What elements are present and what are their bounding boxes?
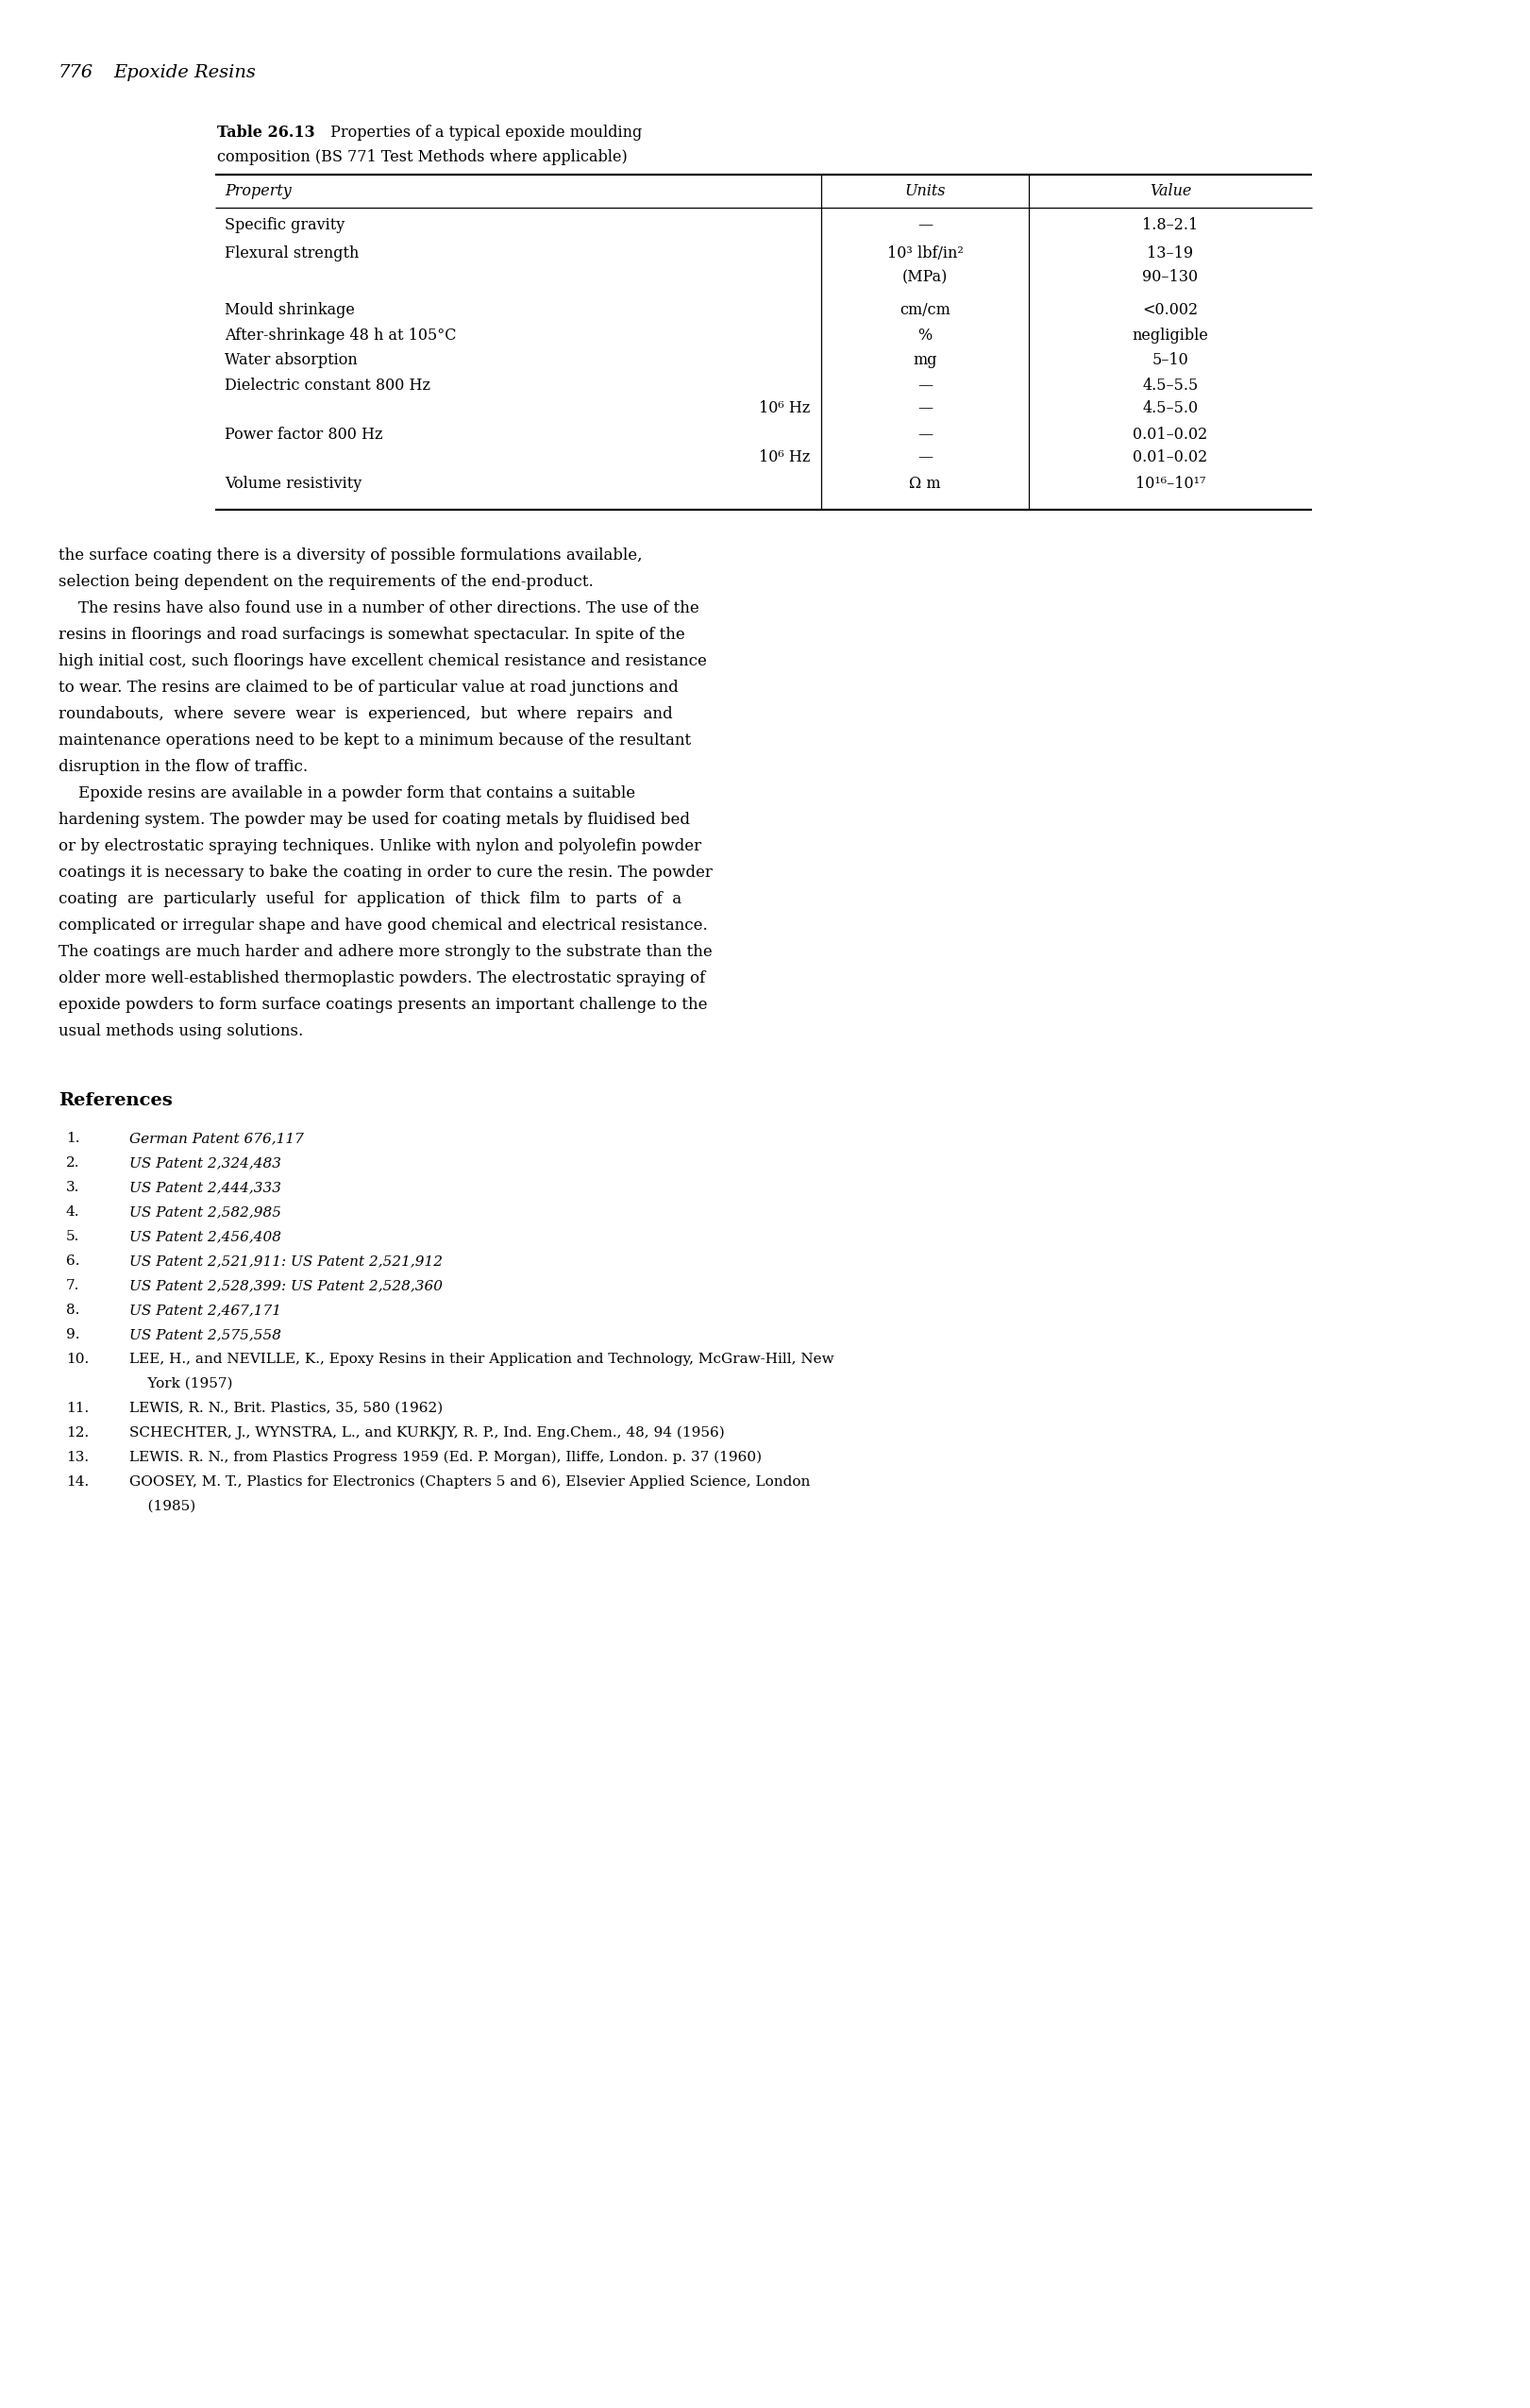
Text: 776: 776: [58, 65, 93, 82]
Text: —: —: [918, 450, 933, 465]
Text: Flexural strength: Flexural strength: [225, 246, 360, 262]
Text: —: —: [918, 426, 933, 443]
Text: US Patent 2,456,408: US Patent 2,456,408: [130, 1230, 282, 1243]
Text: mg: mg: [913, 352, 936, 368]
Text: Epoxide resins are available in a powder form that contains a suitable: Epoxide resins are available in a powder…: [58, 785, 635, 802]
Text: 4.: 4.: [66, 1206, 80, 1218]
Text: negligible: negligible: [1132, 327, 1209, 344]
Text: 7.: 7.: [66, 1279, 80, 1293]
Text: After-shrinkage 48 h at 105°C: After-shrinkage 48 h at 105°C: [225, 327, 456, 344]
Text: Units: Units: [904, 183, 946, 200]
Text: epoxide powders to form surface coatings presents an important challenge to the: epoxide powders to form surface coatings…: [58, 997, 707, 1014]
Text: Value: Value: [1149, 183, 1192, 200]
Text: or by electrostatic spraying techniques. Unlike with nylon and polyolefin powder: or by electrostatic spraying techniques.…: [58, 838, 701, 855]
Text: 10¹⁶–10¹⁷: 10¹⁶–10¹⁷: [1135, 477, 1206, 491]
Text: to wear. The resins are claimed to be of particular value at road junctions and: to wear. The resins are claimed to be of…: [58, 679, 678, 696]
Text: SCHECHTER, J., WYNSTRA, L., and KURKJY, R. P., Ind. Eng.Chem., 48, 94 (1956): SCHECHTER, J., WYNSTRA, L., and KURKJY, …: [130, 1426, 725, 1440]
Text: %: %: [918, 327, 932, 344]
Text: Epoxide Resins: Epoxide Resins: [113, 65, 256, 82]
Text: Table 26.13: Table 26.13: [217, 125, 315, 140]
Text: Water absorption: Water absorption: [225, 352, 358, 368]
Text: 5.: 5.: [66, 1230, 80, 1243]
Text: GOOSEY, M. T., Plastics for Electronics (Chapters 5 and 6), Elsevier Applied Sci: GOOSEY, M. T., Plastics for Electronics …: [130, 1476, 811, 1488]
Text: 9.: 9.: [66, 1329, 80, 1341]
Text: Volume resistivity: Volume resistivity: [225, 477, 361, 491]
Text: 5–10: 5–10: [1152, 352, 1189, 368]
Text: York (1957): York (1957): [130, 1377, 233, 1389]
Text: 2.: 2.: [66, 1156, 80, 1170]
Text: LEWIS. R. N., from Plastics Progress 1959 (Ed. P. Morgan), Iliffe, London. p. 37: LEWIS. R. N., from Plastics Progress 195…: [130, 1452, 762, 1464]
Text: US Patent 2,582,985: US Patent 2,582,985: [130, 1206, 282, 1218]
Text: Mould shrinkage: Mould shrinkage: [225, 301, 355, 318]
Text: 13.: 13.: [66, 1452, 89, 1464]
Text: The resins have also found use in a number of other directions. The use of the: The resins have also found use in a numb…: [58, 600, 699, 616]
Text: 1.8–2.1: 1.8–2.1: [1143, 217, 1198, 234]
Text: cm/cm: cm/cm: [900, 301, 950, 318]
Text: LEWIS, R. N., Brit. Plastics, 35, 580 (1962): LEWIS, R. N., Brit. Plastics, 35, 580 (1…: [130, 1401, 442, 1416]
Text: roundabouts,  where  severe  wear  is  experienced,  but  where  repairs  and: roundabouts, where severe wear is experi…: [58, 706, 673, 722]
Text: resins in floorings and road surfacings is somewhat spectacular. In spite of the: resins in floorings and road surfacings …: [58, 626, 685, 643]
Text: Ω m: Ω m: [909, 477, 941, 491]
Text: US Patent 2,324,483: US Patent 2,324,483: [130, 1156, 282, 1170]
Text: the surface coating there is a diversity of possible formulations available,: the surface coating there is a diversity…: [58, 547, 643, 563]
Text: 0.01–0.02: 0.01–0.02: [1134, 450, 1207, 465]
Text: 1.: 1.: [66, 1132, 80, 1144]
Text: 10³ lbf/in²: 10³ lbf/in²: [887, 246, 964, 262]
Text: complicated or irregular shape and have good chemical and electrical resistance.: complicated or irregular shape and have …: [58, 917, 708, 934]
Text: US Patent 2,521,911: US Patent 2,521,912: US Patent 2,521,911: US Patent 2,521,912: [130, 1255, 442, 1267]
Text: 6.: 6.: [66, 1255, 80, 1267]
Text: Dielectric constant 800 Hz: Dielectric constant 800 Hz: [225, 378, 430, 393]
Text: <0.002: <0.002: [1143, 301, 1198, 318]
Text: —: —: [918, 217, 933, 234]
Text: US Patent 2,575,558: US Patent 2,575,558: [130, 1329, 282, 1341]
Text: 4.5–5.5: 4.5–5.5: [1143, 378, 1198, 393]
Text: selection being dependent on the requirements of the end-product.: selection being dependent on the require…: [58, 573, 594, 590]
Text: 10⁶ Hz: 10⁶ Hz: [759, 400, 809, 417]
Text: Properties of a typical epoxide moulding: Properties of a typical epoxide moulding: [326, 125, 643, 140]
Text: maintenance operations need to be kept to a minimum because of the resultant: maintenance operations need to be kept t…: [58, 732, 692, 749]
Text: hardening system. The powder may be used for coating metals by fluidised bed: hardening system. The powder may be used…: [58, 811, 690, 828]
Text: usual methods using solutions.: usual methods using solutions.: [58, 1023, 303, 1040]
Text: 10⁶ Hz: 10⁶ Hz: [759, 450, 809, 465]
Text: 0.01–0.02: 0.01–0.02: [1134, 426, 1207, 443]
Text: 12.: 12.: [66, 1426, 89, 1440]
Text: older more well-established thermoplastic powders. The electrostatic spraying of: older more well-established thermoplasti…: [58, 970, 705, 987]
Text: Property: Property: [225, 183, 291, 200]
Text: German Patent 676,117: German Patent 676,117: [130, 1132, 304, 1144]
Text: disruption in the flow of traffic.: disruption in the flow of traffic.: [58, 759, 308, 775]
Text: (MPa): (MPa): [903, 270, 947, 284]
Text: 11.: 11.: [66, 1401, 89, 1416]
Text: LEE, H., and NEVILLE, K., Epoxy Resins in their Application and Technology, McGr: LEE, H., and NEVILLE, K., Epoxy Resins i…: [130, 1353, 834, 1365]
Text: US Patent 2,444,333: US Patent 2,444,333: [130, 1180, 282, 1194]
Text: composition (BS 771 Test Methods where applicable): composition (BS 771 Test Methods where a…: [217, 149, 627, 166]
Text: 8.: 8.: [66, 1303, 80, 1317]
Text: 10.: 10.: [66, 1353, 89, 1365]
Text: —: —: [918, 378, 933, 393]
Text: Specific gravity: Specific gravity: [225, 217, 344, 234]
Text: US Patent 2,467,171: US Patent 2,467,171: [130, 1303, 282, 1317]
Text: Power factor 800 Hz: Power factor 800 Hz: [225, 426, 382, 443]
Text: 13–19: 13–19: [1148, 246, 1193, 262]
Text: —: —: [918, 400, 933, 417]
Text: References: References: [58, 1093, 173, 1110]
Text: 3.: 3.: [66, 1180, 80, 1194]
Text: US Patent 2,528,399: US Patent 2,528,360: US Patent 2,528,399: US Patent 2,528,360: [130, 1279, 442, 1293]
Text: 14.: 14.: [66, 1476, 89, 1488]
Text: 90–130: 90–130: [1143, 270, 1198, 284]
Text: high initial cost, such floorings have excellent chemical resistance and resista: high initial cost, such floorings have e…: [58, 653, 707, 669]
Text: 4.5–5.0: 4.5–5.0: [1143, 400, 1198, 417]
Text: (1985): (1985): [130, 1500, 196, 1512]
Text: The coatings are much harder and adhere more strongly to the substrate than the: The coatings are much harder and adhere …: [58, 944, 713, 961]
Text: coating  are  particularly  useful  for  application  of  thick  film  to  parts: coating are particularly useful for appl…: [58, 891, 681, 908]
Text: coatings it is necessary to bake the coating in order to cure the resin. The pow: coatings it is necessary to bake the coa…: [58, 864, 713, 881]
